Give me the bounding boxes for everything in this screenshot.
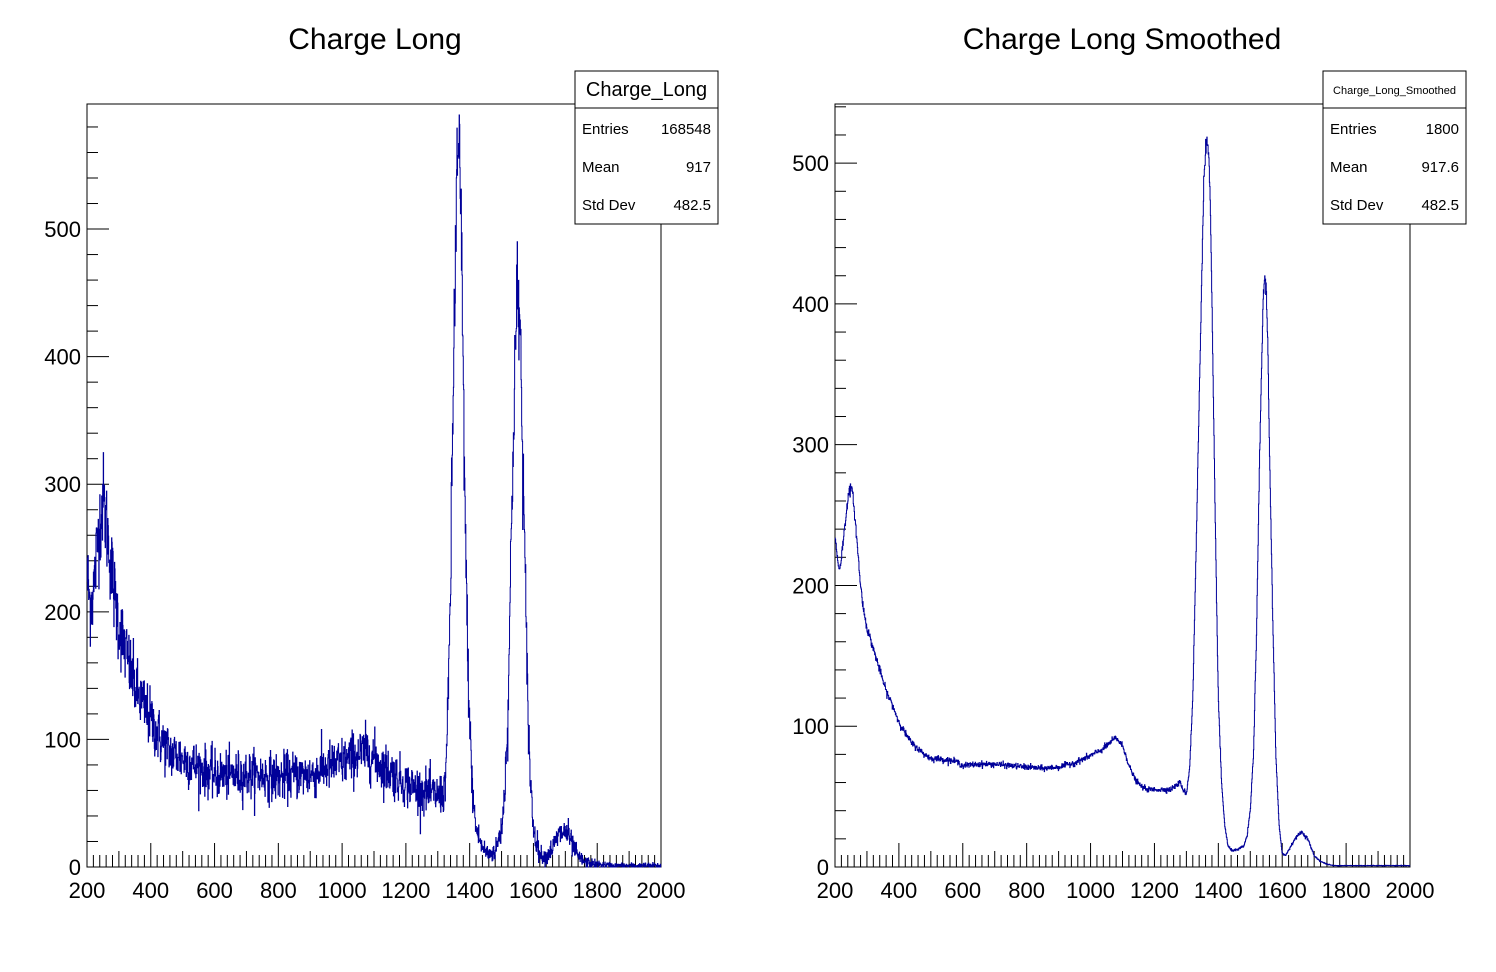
stats-label-entries: Entries [582,121,629,138]
x-tick-label: 2000 [1386,878,1435,903]
panel-charge-long-smoothed: Charge Long Smoothed 200 400 600 800 1000 120… [792,23,1467,903]
axes: 200 400 600 800 1000 1200 1400 1600 1800 2000 0 100… [44,126,686,903]
x-tick-label: 200 [69,878,106,903]
panel-charge-long: Charge Long 200 400 600 800 1000 1200 1400 1600… [44,23,719,903]
x-tick-label: 600 [196,878,233,903]
x-tick-label: 1000 [318,878,367,903]
y-tick-label: 500 [44,217,81,242]
stats-box-title: Charge_Long_Smoothed [1333,85,1456,97]
stats-value-stddev: 482.5 [673,197,711,214]
x-tick-label: 1800 [573,878,622,903]
stats-value-stddev: 482.5 [1421,197,1459,214]
stats-box-frame [574,70,719,225]
stats-label-stddev: Std Dev [1330,197,1384,214]
x-tick-label: 200 [817,878,854,903]
stats-label-mean: Mean [1330,159,1368,176]
y-tick-label: 0 [69,855,81,880]
x-tick-label: 600 [944,878,981,903]
chart-title: Charge Long [288,23,461,56]
x-tick-label: 1600 [509,878,558,903]
x-tick-label: 400 [132,878,169,903]
stats-value-mean: 917 [686,159,711,176]
x-tick-label: 1200 [381,878,430,903]
stats-box: Charge_Long_Smoothed Entries 1800 Mean 9… [1322,70,1467,225]
chart-title: Charge Long Smoothed [963,23,1282,56]
y-tick-label: 500 [792,151,829,176]
y-tick-label: 200 [44,600,81,625]
x-tick-label: 2000 [637,878,686,903]
plot-area [834,136,1411,867]
x-tick-label: 1800 [1322,878,1371,903]
stats-value-mean: 917.6 [1421,159,1459,176]
stats-label-mean: Mean [582,159,620,176]
y-tick-label: 100 [792,714,829,739]
stats-label-entries: Entries [1330,121,1377,138]
histogram-line [86,114,662,868]
y-tick-label: 300 [44,472,81,497]
x-tick-label: 1200 [1130,878,1179,903]
stats-label-stddev: Std Dev [582,197,636,214]
stats-box-title: Charge_Long [586,79,707,101]
y-tick-label: 0 [817,855,829,880]
histogram-line [834,136,1411,867]
stats-value-entries: 168548 [661,121,711,138]
stats-box-frame [1322,70,1467,225]
y-tick-label: 400 [792,292,829,317]
axes: 200 400 600 800 1000 1200 1400 1600 1800 2000 0 100… [792,106,1435,903]
y-tick-label: 200 [792,573,829,598]
stats-box: Charge_Long Entries 168548 Mean 917 Std … [574,70,719,225]
x-tick-label: 400 [881,878,918,903]
y-tick-label: 100 [44,727,81,752]
y-tick-label: 400 [44,345,81,370]
x-tick-label: 1600 [1258,878,1307,903]
stats-value-entries: 1800 [1426,121,1459,138]
y-tick-label: 300 [792,433,829,458]
x-tick-label: 1400 [445,878,494,903]
x-tick-label: 1000 [1066,878,1115,903]
x-tick-label: 800 [1008,878,1045,903]
plot-area [86,114,662,868]
x-tick-label: 800 [260,878,297,903]
x-tick-label: 1400 [1194,878,1243,903]
